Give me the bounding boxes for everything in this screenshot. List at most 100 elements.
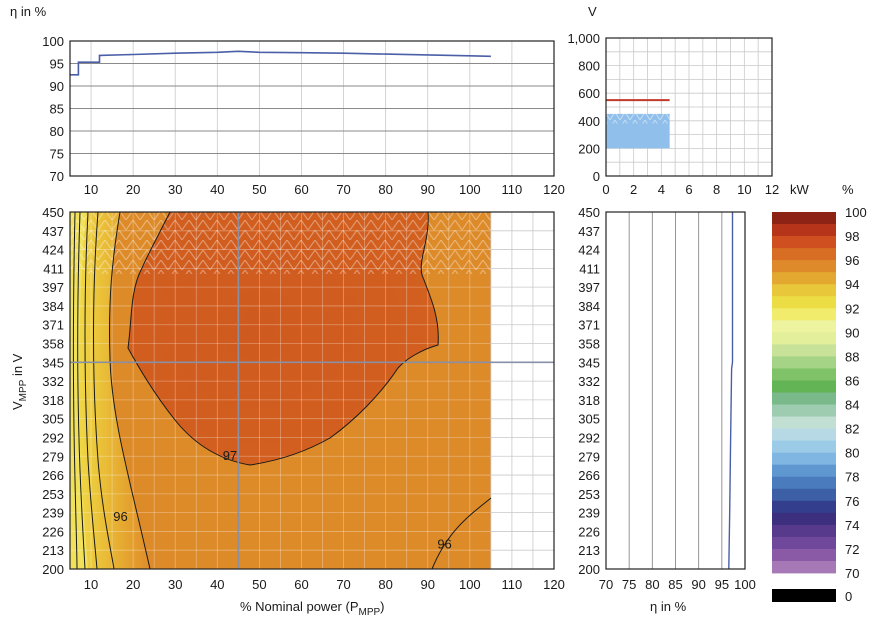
color-scale-tick-label: 70 [845, 566, 859, 581]
panel3-xtick-label: 70 [336, 577, 350, 592]
panel3-xlabel: % Nominal power (PMPP) [240, 599, 385, 618]
color-scale-swatch [772, 296, 836, 309]
color-scale-tick-label: 84 [845, 398, 859, 413]
panel2-xtick-label: 12 [765, 182, 779, 197]
panel1-xtick-label: 20 [126, 182, 140, 197]
heatmap-fills [70, 212, 554, 569]
color-scale-tick-label: 80 [845, 446, 859, 461]
panel4-ytick-label: 292 [578, 430, 600, 445]
contour-label: 96 [113, 509, 127, 524]
panel1-ylabel: η in % [10, 4, 47, 19]
panel4-ytick-label: 371 [578, 318, 600, 333]
panel1-ytick-label: 75 [50, 147, 64, 162]
panel1-ytick-label: 90 [50, 79, 64, 94]
panel1-xtick-label: 40 [210, 182, 224, 197]
panel4-ytick-label: 450 [578, 205, 600, 220]
panel3-ytick-label: 266 [42, 468, 64, 483]
panel1-xtick-label: 100 [459, 182, 481, 197]
color-scale-swatch [772, 368, 836, 381]
panel4-xtick-label: 100 [734, 577, 756, 592]
color-scale-tick-label: 72 [845, 542, 859, 557]
panel2-ytick-label: 400 [578, 114, 600, 129]
panel3-ytick-label: 305 [42, 412, 64, 427]
panel2-frame [605, 37, 773, 177]
color-scale-swatch [772, 560, 836, 574]
panel2-ytick-label: 800 [578, 59, 600, 74]
color-scale-tick-label: 100 [845, 205, 867, 220]
panel2-xtick-label: 8 [713, 182, 720, 197]
heatmap-left-gradient [70, 212, 150, 569]
contour-96-right [431, 497, 492, 570]
color-scale-tick-label: 98 [845, 229, 859, 244]
color-scale-swatch [772, 332, 836, 345]
panel4-xtick-label: 70 [599, 577, 613, 592]
contour-92 [77, 211, 86, 570]
panel3-ytick-label: 358 [42, 337, 64, 352]
panel4-ytick-label: 424 [578, 243, 600, 258]
panel1-ytick-label: 100 [42, 34, 64, 49]
color-scale-tick-label: 92 [845, 301, 859, 316]
panel3-xtick-label: 80 [378, 577, 392, 592]
panel4-frame [605, 211, 746, 570]
panel4-ytick-label: 397 [578, 280, 600, 295]
panel4-ytick-label: 253 [578, 487, 600, 502]
panel4-ytick-label: 226 [578, 524, 600, 539]
panel4-ytick-label: 358 [578, 337, 600, 352]
panel1-xtick-label: 120 [543, 182, 565, 197]
color-scale-swatch [772, 236, 836, 249]
contour-label: 97 [223, 448, 237, 463]
color-scale-swatch [772, 464, 836, 478]
panel4-xtick-label: 95 [715, 577, 729, 592]
panel1-xtick-label: 110 [502, 182, 523, 197]
color-scale-swatch [772, 272, 836, 285]
panel1-xtick-label: 30 [168, 182, 182, 197]
color-scale-swatch [772, 284, 836, 297]
panel3-ytick-label: 279 [42, 449, 64, 464]
contour-97 [127, 211, 439, 466]
contour-label: 96 [437, 536, 451, 551]
panel2-ytick-label: 1,000 [567, 31, 600, 46]
panel4-xtick-label: 80 [645, 577, 659, 592]
panel2-xtick-label: 6 [685, 182, 692, 197]
color-scale-legend: % 100 98 96 94 92 90 88 86 84 82 80 78 76 74 72 70 0 [772, 182, 867, 604]
color-scale-swatch [772, 344, 836, 357]
panel3-ytick-label: 226 [42, 524, 64, 539]
panel4-grid [605, 212, 746, 569]
panel4-ytick-label: 332 [578, 374, 600, 389]
panel-voltage-range: V 0 200 400 600 800 1,000 0 2 4 6 8 10 12 kW [567, 4, 809, 197]
panel3-xtick-label: 60 [294, 577, 308, 592]
panel3-ytick-label: 253 [42, 487, 64, 502]
panel4-ytick-label: 318 [578, 393, 600, 408]
panel4-xtick-label: 90 [691, 577, 705, 592]
panel3-xtick-label: 120 [543, 577, 565, 592]
panel3-ytick-label: 397 [42, 280, 64, 295]
heatmap-hatch-band [70, 212, 491, 274]
color-scale-tick-label: 94 [845, 277, 859, 292]
color-scale-swatch [772, 356, 836, 369]
panel1-xtick-label: 90 [421, 182, 435, 197]
panel3-ytick-label: 239 [42, 506, 64, 521]
panel1-xtick-label: 10 [84, 182, 98, 197]
panel3-x-ticks: 10 20 30 40 50 60 70 80 90 100 110 120 [84, 577, 565, 592]
panel1-frame [69, 40, 555, 177]
color-scale-swatch [772, 440, 836, 454]
color-scale-tick-label: 82 [845, 422, 859, 437]
panel3-xtick-label: 40 [210, 577, 224, 592]
color-scale-tick-label: 88 [845, 349, 859, 364]
panel4-y-ticks: 200 213 226 239 253 266 279 292 305 318 332 345 358 3… [578, 205, 600, 577]
heatmap-empty-region [491, 212, 554, 569]
panel4-ytick-label: 266 [578, 468, 600, 483]
contour-96-left [108, 211, 151, 570]
panel2-xtick-label: 0 [602, 182, 609, 197]
panel3-xtick-label: 30 [168, 577, 182, 592]
color-scale-swatch [772, 524, 836, 538]
panel4-ytick-label: 279 [578, 449, 600, 464]
panel3-ylabel: VMPP in V [10, 353, 29, 410]
panel4-xtick-label: 85 [668, 577, 682, 592]
panel4-ytick-label: 437 [578, 224, 600, 239]
panel3-ytick-label: 200 [42, 562, 64, 577]
panel3-ytick-label: 450 [42, 205, 64, 220]
color-scale-swatch [772, 260, 836, 273]
panel2-xtick-label: 4 [658, 182, 665, 197]
panel1-xtick-label: 70 [336, 182, 350, 197]
